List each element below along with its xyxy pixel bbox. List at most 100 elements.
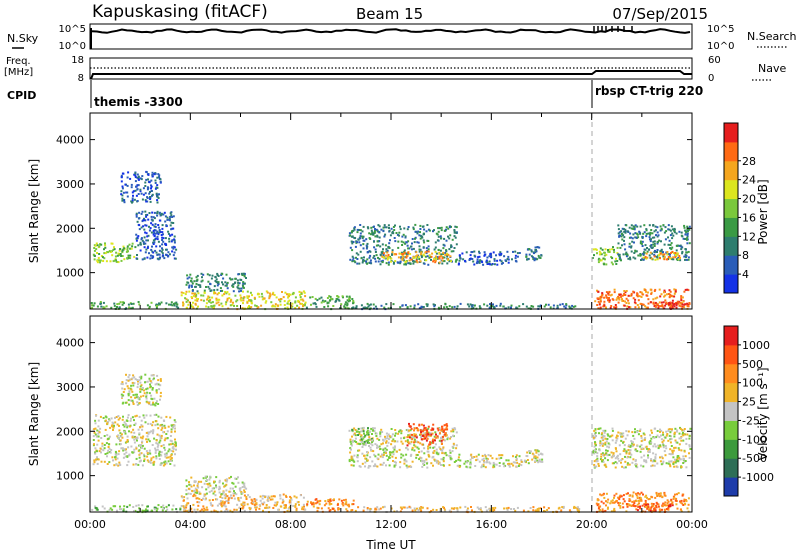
range-gate-cell: [605, 504, 607, 507]
y-tick-label: 4000: [56, 134, 84, 147]
range-gate-cell: [103, 447, 106, 450]
range-gate-cell: [359, 250, 362, 253]
range-gate-cell: [595, 435, 597, 437]
range-gate-cell: [615, 263, 618, 265]
range-gate-cell: [423, 241, 426, 244]
range-gate-cell: [387, 224, 390, 227]
range-gate-cell: [451, 306, 454, 309]
range-gate-cell: [647, 302, 650, 305]
range-gate-cell: [167, 450, 170, 453]
range-gate-cell: [93, 461, 96, 464]
range-gate-cell: [359, 224, 362, 226]
range-gate-cell: [421, 434, 424, 437]
range-gate-cell: [140, 238, 143, 241]
range-gate-cell: [286, 293, 288, 296]
range-gate-cell: [478, 252, 481, 255]
range-gate-cell: [138, 379, 141, 382]
range-gate-cell: [368, 436, 371, 439]
range-gate-cell: [600, 453, 603, 456]
range-gate-cell: [535, 250, 538, 253]
range-gate-cell: [458, 453, 461, 456]
range-gate-cell: [100, 451, 102, 454]
range-gate-cell: [594, 428, 597, 431]
range-gate-cell: [379, 455, 382, 458]
range-gate-cell: [202, 294, 205, 297]
range-gate-cell: [486, 458, 489, 461]
range-gate-cell: [532, 509, 535, 512]
range-gate-cell: [406, 244, 409, 247]
range-gate-cell: [458, 262, 460, 265]
range-gate-cell: [630, 246, 633, 249]
range-gate-cell: [626, 230, 629, 233]
range-gate-cell: [429, 432, 432, 435]
range-gate-cell: [609, 306, 612, 309]
range-gate-cell: [432, 423, 435, 426]
range-gate-cell: [661, 495, 664, 498]
range-gate-cell: [635, 492, 637, 495]
range-gate-cell: [438, 252, 441, 255]
range-gate-cell: [129, 257, 132, 260]
range-gate-cell: [477, 453, 480, 456]
range-gate-cell: [455, 447, 458, 450]
range-gate-cell: [434, 241, 437, 244]
range-gate-cell: [164, 426, 167, 429]
range-gate-cell: [134, 189, 137, 192]
range-gate-cell: [510, 306, 512, 309]
range-gate-cell: [316, 509, 319, 512]
range-gate-cell: [654, 457, 657, 460]
range-gate-cell: [604, 509, 607, 512]
range-gate-cell: [198, 491, 201, 494]
range-gate-cell: [230, 494, 232, 497]
range-gate-cell: [393, 440, 396, 443]
range-gate-cell: [395, 253, 398, 256]
range-gate-cell: [93, 255, 96, 257]
range-gate-cell: [246, 297, 249, 299]
range-gate-cell: [293, 495, 296, 498]
range-gate-cell: [359, 244, 362, 247]
range-gate-cell: [458, 259, 461, 262]
range-gate-cell: [366, 508, 369, 511]
range-gate-cell: [418, 451, 421, 454]
range-gate-cell: [569, 306, 572, 309]
range-gate-cell: [108, 461, 111, 464]
range-gate-cell: [605, 449, 607, 452]
range-gate-cell: [508, 465, 511, 468]
range-gate-cell: [96, 252, 98, 254]
range-gate-cell: [528, 450, 531, 452]
range-gate-cell: [656, 251, 658, 253]
range-gate-cell: [564, 306, 567, 309]
range-gate-cell: [622, 432, 625, 435]
range-gate-cell: [427, 453, 430, 456]
range-gate-cell: [399, 506, 402, 509]
range-gate-cell: [116, 423, 119, 426]
range-gate-cell: [121, 436, 124, 439]
range-gate-cell: [209, 299, 212, 301]
range-gate-cell: [628, 494, 631, 497]
range-gate-cell: [146, 387, 149, 390]
range-gate-cell: [596, 499, 599, 502]
range-gate-cell: [165, 253, 167, 256]
range-gate-cell: [516, 255, 519, 258]
range-gate-cell: [140, 419, 143, 422]
range-gate-cell: [652, 302, 655, 305]
range-gate-cell: [415, 256, 418, 259]
range-gate-cell: [641, 236, 644, 239]
range-gate-cell: [366, 431, 368, 434]
range-gate-cell: [151, 424, 154, 427]
range-gate-cell: [466, 461, 469, 464]
range-gate-cell: [157, 379, 160, 382]
colorbar-swatch: [724, 217, 738, 237]
range-gate-cell: [246, 503, 249, 506]
range-gate-cell: [666, 502, 669, 505]
range-gate-cell: [353, 226, 356, 229]
range-gate-cell: [96, 462, 99, 465]
range-gate-cell: [142, 394, 145, 397]
range-gate-cell: [136, 188, 139, 191]
range-gate-cell: [127, 171, 130, 174]
range-gate-cell: [507, 463, 510, 465]
range-gate-cell: [189, 273, 192, 276]
range-gate-cell: [417, 241, 420, 244]
range-gate-cell: [183, 508, 186, 511]
range-gate-cell: [180, 291, 183, 294]
range-gate-cell: [625, 450, 628, 453]
